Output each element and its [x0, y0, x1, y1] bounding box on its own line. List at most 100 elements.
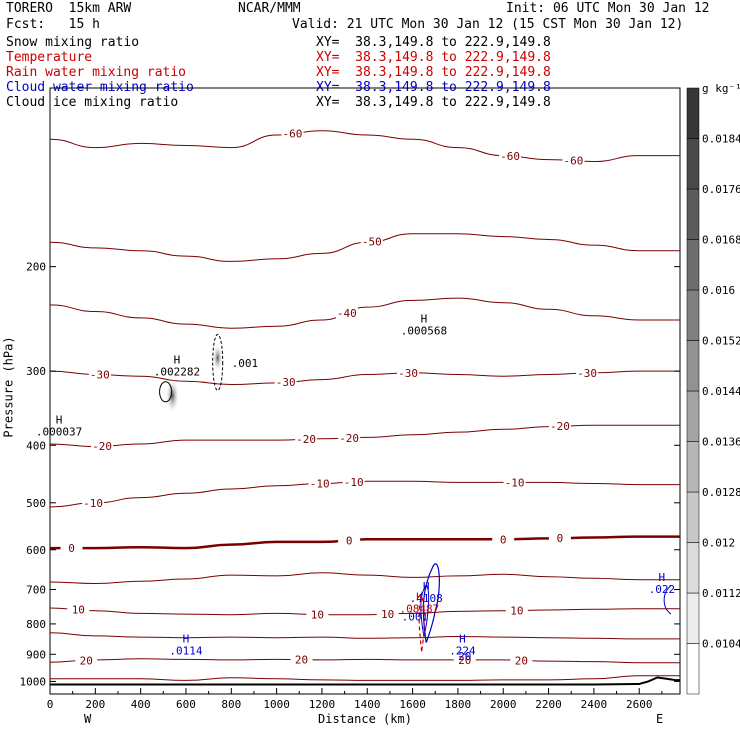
isotherm-line — [49, 607, 680, 616]
isotherm-label: 0 — [557, 532, 564, 545]
model-title: TORERO 15km ARW — [6, 1, 132, 16]
isotherm-label-bg — [576, 367, 599, 380]
extremum-value: 20 — [458, 650, 471, 663]
colorbar-label: 0.0144 — [702, 385, 740, 398]
extremum-value: .002282 — [154, 365, 200, 378]
colorbar-segment — [686, 188, 700, 240]
snow-contour — [159, 381, 173, 403]
isotherm-label: -20 — [92, 440, 112, 453]
x-axis-label: Distance (km) — [318, 712, 412, 726]
isotherm-label-bg — [397, 367, 420, 380]
isotherm-line — [50, 675, 680, 681]
extremum-value: .022 — [649, 583, 676, 596]
isotherm-label-bg — [562, 154, 585, 167]
snow-shading — [212, 343, 223, 372]
extremum-value: .08487 — [400, 602, 440, 615]
colorbar-segment — [686, 441, 700, 493]
isotherm-label: -20 — [296, 433, 316, 446]
y-tick-label: 1000 — [20, 675, 47, 688]
isotherm-line — [49, 632, 680, 640]
cloud-water-contour — [422, 563, 440, 643]
isotherm-label-bg — [82, 496, 105, 509]
isotherm-label-bg — [342, 475, 365, 488]
isotherm-label-bg — [274, 376, 297, 389]
isotherm-label-bg — [91, 440, 114, 453]
colorbar-segment — [686, 138, 700, 190]
isotherm-label: 20 — [515, 654, 528, 667]
isotherm-label-bg — [306, 608, 329, 621]
isotherm-label: -20 — [550, 420, 570, 433]
y-tick-label: 600 — [26, 544, 46, 557]
isotherm-label: 0 — [68, 542, 75, 555]
west-label: W — [84, 712, 92, 726]
isotherm-label-bg — [492, 533, 515, 546]
colorbar-label: 0.0168 — [702, 234, 740, 247]
extremum-value: .000568 — [401, 324, 447, 337]
colorbar-segment — [686, 390, 700, 442]
isotherm-label: -10 — [83, 497, 103, 510]
isotherm-label-bg — [505, 604, 528, 617]
field-xy: XY= 38.3,149.8 to 222.9,149.8 — [316, 50, 551, 65]
extremum-value: .224 — [449, 644, 476, 657]
isotherm-label-bg — [360, 235, 383, 248]
extremum-value: .000037 — [36, 425, 82, 438]
field-xy: XY= 38.3,149.8 to 222.9,149.8 — [316, 65, 551, 80]
terrain-line — [50, 676, 680, 686]
x-tick-label: 2600 — [626, 698, 653, 711]
isotherm-label-bg — [338, 534, 361, 547]
isotherm-label-bg — [335, 306, 358, 319]
colorbar-segment — [686, 340, 700, 392]
colorbar-label: 0.0128 — [702, 486, 740, 499]
x-tick-label: 1400 — [354, 698, 381, 711]
y-tick-label: 500 — [26, 497, 46, 510]
ice-contour — [212, 333, 224, 391]
field-name: Rain water mixing ratio — [6, 65, 187, 80]
y-tick-label: 700 — [26, 584, 46, 597]
isotherm-line — [49, 297, 680, 329]
isotherm-label: 10 — [311, 609, 324, 622]
y-tick-label: 200 — [26, 261, 46, 274]
isotherm-label: 0 — [346, 534, 353, 547]
colorbar-label: 0.0152 — [702, 335, 740, 348]
init-time: Init: 06 UTC Mon 30 Jan 12 — [506, 1, 710, 16]
y-tick-label: 800 — [26, 618, 46, 631]
isotherm-label: -60 — [564, 155, 584, 168]
isotherm-label: 20 — [458, 654, 471, 667]
colorbar-unit: g kg⁻¹ — [702, 82, 740, 95]
extremum-value: .001 — [232, 357, 259, 370]
x-tick-label: 0 — [47, 698, 54, 711]
cloud-water-contour — [663, 585, 672, 615]
isotherm-label: -10 — [310, 478, 330, 491]
colorbar-segment — [686, 491, 700, 543]
colorbar-segment — [686, 592, 700, 644]
isotherm-label: -10 — [344, 476, 364, 489]
isotherm-label-bg — [290, 653, 313, 666]
colorbar-label: 0.0176 — [702, 183, 740, 196]
y-axis-label: Pressure (hPa) — [1, 336, 16, 438]
field-name: Cloud water mixing ratio — [6, 80, 194, 95]
isotherm-label: -60 — [283, 127, 303, 140]
plot-frame — [49, 87, 681, 695]
colorbar-label: 0.016 — [702, 284, 735, 297]
east-label: E — [656, 712, 664, 726]
isotherm-label-bg — [295, 433, 318, 446]
extremum-value: .001 — [402, 611, 429, 624]
colorbar-segment — [686, 542, 700, 594]
isotherm-label: 10 — [72, 604, 85, 617]
field-xy: XY= 38.3,149.8 to 222.9,149.8 — [316, 95, 551, 110]
isotherm-label: 10 — [381, 608, 394, 621]
isotherm-line — [49, 130, 680, 163]
field-xy: XY= 38.3,149.8 to 222.9,149.8 — [316, 35, 551, 50]
isotherm-label: 20 — [295, 654, 308, 667]
isotherm-label: 0 — [500, 533, 507, 546]
extremum-marker: H — [416, 590, 423, 603]
extremum-marker: H — [659, 571, 666, 584]
isotherm-line — [49, 658, 680, 664]
x-tick-label: 1200 — [309, 698, 336, 711]
colorbar-label: 0.012 — [702, 537, 735, 550]
isotherm-label-bg — [548, 420, 571, 433]
colorbar-segment — [686, 289, 700, 341]
isotherm-label-bg — [75, 654, 98, 667]
field-name: Cloud ice mixing ratio — [6, 95, 179, 110]
x-tick-label: 1000 — [263, 698, 290, 711]
